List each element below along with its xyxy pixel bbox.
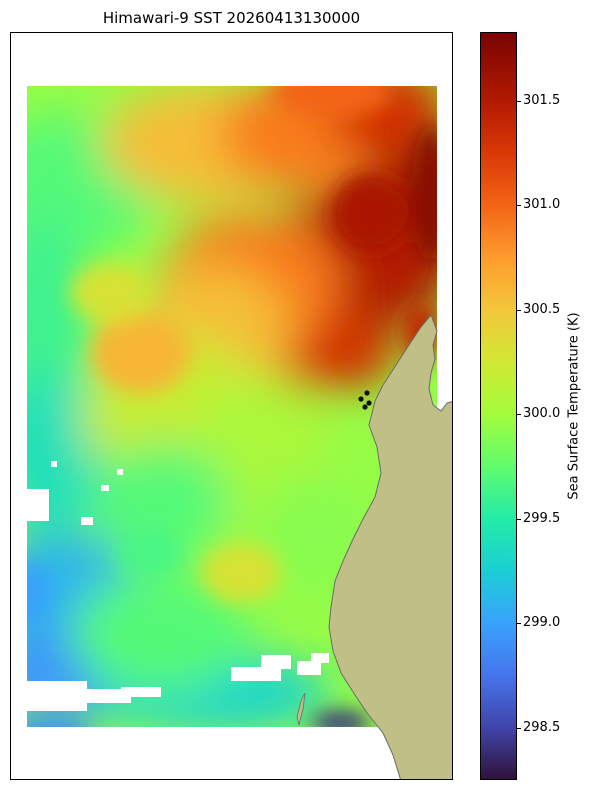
- station-marker: [358, 396, 364, 402]
- missing-data-patch: [261, 655, 291, 669]
- missing-data-patch: [27, 489, 49, 521]
- missing-data-patch: [311, 653, 329, 663]
- small-island: [296, 692, 306, 726]
- missing-data-patch: [297, 661, 321, 675]
- colorbar-tick-mark: [517, 518, 521, 520]
- sst-blob: [91, 313, 191, 393]
- missing-data-patch: [101, 485, 109, 491]
- station-markers: [358, 390, 372, 410]
- sst-blob: [201, 543, 281, 603]
- coastline-land: [328, 314, 452, 779]
- colorbar-ticks: 298.5 299.0 299.5 300.0 300.5 301.0 301.5: [517, 32, 577, 780]
- sst-blob: [411, 123, 437, 263]
- sst-blob: [311, 711, 371, 727]
- sst-blob: [27, 718, 88, 727]
- missing-data-patch: [81, 689, 131, 703]
- missing-data-patches: [27, 461, 329, 711]
- chart-title: Himawari-9 SST 20260413130000: [102, 9, 361, 27]
- missing-data-patch: [231, 667, 281, 681]
- sst-blob: [251, 473, 371, 593]
- sst-blob: [121, 528, 181, 578]
- colorbar-tick-label: 301.5: [523, 92, 561, 108]
- colorbar: [480, 32, 517, 780]
- station-marker: [362, 404, 368, 410]
- colorbar-tick-label: 299.5: [523, 510, 561, 526]
- sst-blob: [91, 443, 231, 563]
- sst-blob: [271, 86, 391, 118]
- missing-data-patch: [117, 469, 123, 475]
- sst-map: [10, 32, 453, 780]
- missing-data-patch: [51, 461, 57, 467]
- sst-blob: [27, 563, 51, 623]
- colorbar-tick-mark: [517, 727, 521, 729]
- colorbar-tick-label: 301.0: [523, 197, 561, 213]
- sst-blob: [71, 573, 251, 693]
- missing-data-patch: [27, 681, 87, 711]
- colorbar-tick-label: 300.5: [523, 301, 561, 317]
- colorbar-tick-label: 298.5: [523, 719, 561, 735]
- colorbar-tick-label: 299.0: [523, 615, 561, 631]
- colorbar-tick-label: 300.0: [523, 406, 561, 422]
- colorbar-tick-mark: [517, 100, 521, 102]
- colorbar-tick-mark: [517, 623, 521, 625]
- missing-data-patch: [81, 517, 93, 525]
- sst-blob: [331, 173, 411, 253]
- colorbar-tick-mark: [517, 205, 521, 207]
- colorbar-tick-mark: [517, 309, 521, 311]
- colorbar-label: Sea Surface Temperature (K): [566, 312, 582, 500]
- station-marker: [366, 400, 372, 406]
- colorbar-tick-mark: [517, 414, 521, 416]
- sst-heatmap-svg: [27, 86, 452, 779]
- station-marker: [364, 390, 370, 396]
- missing-data-patch: [121, 687, 161, 697]
- sst-blob: [71, 263, 151, 323]
